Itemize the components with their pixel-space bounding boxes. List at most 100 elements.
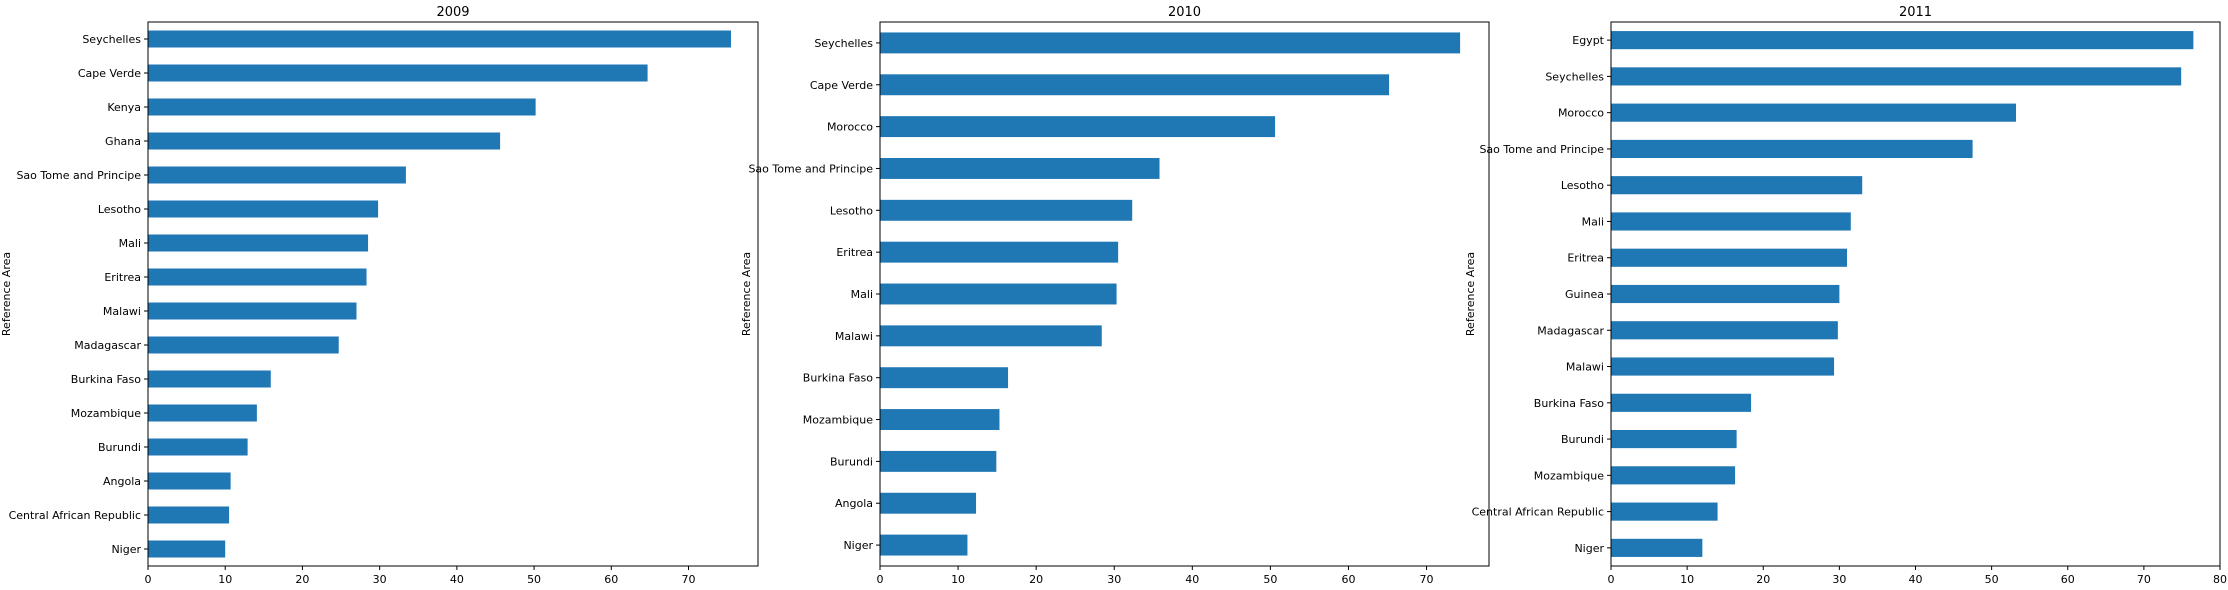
y-tick-label: Mali — [851, 288, 873, 301]
y-tick-label: Mozambique — [1534, 469, 1604, 482]
bar — [1611, 103, 2016, 122]
y-tick-label: Ghana — [105, 135, 141, 148]
bar — [880, 32, 1461, 54]
bar — [880, 534, 968, 556]
y-tick-label: Madagascar — [1537, 324, 1604, 337]
bar — [148, 404, 257, 422]
y-tick-label: Mali — [119, 237, 141, 250]
bar — [1611, 212, 1851, 231]
x-tick-label: 30 — [1107, 573, 1121, 586]
y-tick-label: Burundi — [1561, 433, 1604, 446]
x-tick-label: 20 — [1029, 573, 1043, 586]
bar — [880, 409, 1000, 430]
y-tick-label: Burkina Faso — [1534, 397, 1604, 410]
y-tick-label: Guinea — [1565, 288, 1604, 301]
y-tick-label: Lesotho — [98, 203, 141, 216]
bar — [1611, 357, 1835, 376]
bar — [880, 158, 1160, 179]
bar — [1611, 139, 1973, 158]
bar — [148, 200, 379, 218]
x-tick-label: 0 — [145, 573, 152, 586]
bar — [148, 64, 648, 82]
bar — [148, 30, 731, 48]
subplot-2009: Seychelles Cape Verde Kenya Ghana Sao Tome a… — [0, 5, 759, 586]
y-tick-label: Egypt — [1572, 34, 1604, 47]
bar — [148, 132, 501, 150]
x-tick-label: 30 — [373, 573, 387, 586]
bar — [148, 438, 248, 456]
axes-frame — [147, 21, 759, 567]
bar — [880, 116, 1276, 138]
bar — [880, 199, 1133, 221]
chart-title: 2010 — [1168, 5, 1201, 20]
y-tick-label: Burkina Faso — [803, 372, 873, 385]
bar — [148, 370, 271, 388]
x-tick-label: 0 — [1608, 573, 1615, 586]
y-tick-label: Niger — [111, 543, 141, 556]
bar — [1611, 321, 1838, 340]
x-tick-label: 70 — [1420, 573, 1434, 586]
y-tick-label: Niger — [843, 539, 873, 552]
bar — [880, 492, 977, 514]
y-tick-label: Malawi — [103, 305, 141, 318]
bar — [148, 234, 369, 252]
chart-title: 2009 — [436, 5, 469, 20]
y-tick-label: Angola — [835, 497, 873, 510]
axes-frame — [879, 21, 1490, 567]
bar — [148, 472, 231, 490]
y-tick-label: Seychelles — [82, 33, 141, 46]
y-tick-label: Burundi — [98, 441, 141, 454]
subplot-2011: Egypt Seychelles Morocco Sao Tome and Princ… — [1464, 5, 2227, 586]
bar — [1611, 248, 1847, 267]
y-tick-label: Sao Tome and Principe — [748, 162, 873, 175]
bar — [1611, 430, 1737, 449]
y-tick-label: Morocco — [1558, 107, 1604, 120]
x-tick-label: 70 — [682, 573, 696, 586]
x-tick-label: 80 — [2213, 573, 2227, 586]
bar — [880, 325, 1102, 347]
y-tick-label: Eritrea — [836, 246, 873, 259]
x-tick-label: 50 — [1985, 573, 1999, 586]
x-tick-label: 50 — [1263, 573, 1277, 586]
y-tick-label: Central African Republic — [1472, 506, 1604, 519]
y-tick-label: Burundi — [830, 455, 873, 468]
y-tick-label: Sao Tome and Principe — [16, 169, 141, 182]
bar — [1611, 31, 2194, 50]
bar — [1611, 502, 1718, 521]
bar — [148, 268, 367, 286]
bar — [148, 540, 226, 558]
x-tick-label: 10 — [951, 573, 965, 586]
y-tick-label: Malawi — [1566, 361, 1604, 374]
x-tick-label: 40 — [450, 573, 464, 586]
y-tick-label: Eritrea — [1567, 252, 1604, 265]
y-axis-label: Reference Area — [1464, 252, 1477, 336]
bar — [880, 241, 1119, 263]
y-tick-label: Central African Republic — [9, 509, 141, 522]
bar — [148, 98, 536, 116]
bar — [148, 166, 406, 184]
bar — [1611, 538, 1703, 557]
y-tick-label: Cape Verde — [810, 79, 873, 92]
y-tick-label: Mozambique — [803, 414, 873, 427]
bar — [148, 302, 357, 320]
bar — [1611, 176, 1863, 195]
x-tick-label: 60 — [604, 573, 618, 586]
subplot-2010: Seychelles Cape Verde Morocco Sao Tome and … — [740, 5, 1490, 586]
y-tick-label: Burkina Faso — [71, 373, 141, 386]
x-tick-label: 10 — [218, 573, 232, 586]
bar — [880, 450, 997, 472]
x-tick-label: 20 — [1756, 573, 1770, 586]
x-tick-label: 50 — [527, 573, 541, 586]
bar — [880, 283, 1117, 305]
bar — [148, 506, 230, 524]
bar — [1611, 393, 1752, 412]
y-axis-label: Reference Area — [740, 252, 753, 336]
y-tick-label: Lesotho — [830, 204, 873, 217]
y-tick-label: Madagascar — [74, 339, 141, 352]
x-tick-label: 0 — [877, 573, 884, 586]
y-tick-label: Niger — [1574, 542, 1604, 555]
y-tick-label: Seychelles — [1545, 70, 1604, 83]
x-tick-label: 10 — [1680, 573, 1694, 586]
y-tick-label: Kenya — [107, 101, 141, 114]
